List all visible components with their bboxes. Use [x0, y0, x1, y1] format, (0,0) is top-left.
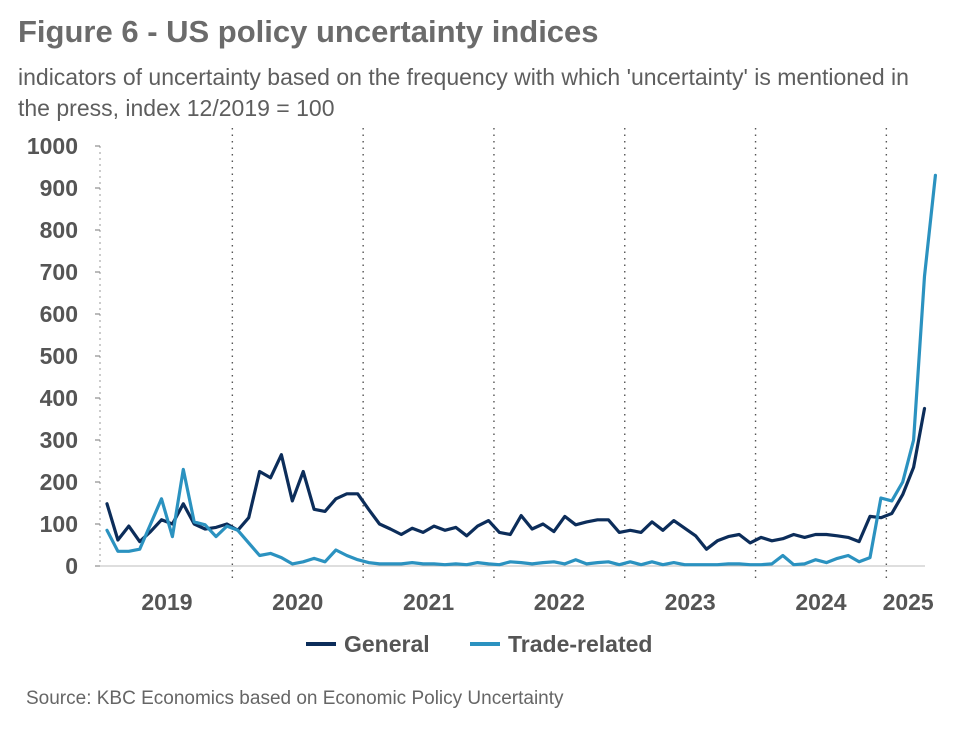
series-line-trade-related	[105, 173, 938, 567]
y-tick-label: 0	[65, 553, 78, 579]
y-tick-label: 700	[40, 259, 78, 285]
series-layer	[105, 173, 938, 567]
x-tick-label: 2021	[403, 589, 454, 615]
y-tick-label: 1000	[27, 133, 78, 159]
legend-general-label: General	[344, 631, 430, 657]
chart-subtitle: indicators of uncertainty based on the f…	[18, 64, 909, 121]
x-tick-label: 2020	[272, 589, 323, 615]
x-tick-label: 2019	[141, 589, 192, 615]
legend-trade-related-label: Trade-related	[508, 631, 652, 657]
legend: General Trade-related	[306, 631, 652, 657]
y-tick-label: 200	[40, 469, 78, 495]
y-tick-label: 900	[40, 175, 78, 201]
y-tick-label: 800	[40, 217, 78, 243]
y-tick-label: 600	[40, 301, 78, 327]
y-tick-label: 300	[40, 427, 78, 453]
x-tick-label: 2023	[665, 589, 716, 615]
x-tick-label: 2022	[534, 589, 585, 615]
grid-layer	[99, 128, 888, 578]
axis-layer: 0 100 200 300 400 500 600 700 800 900 1000 2019 2020…	[27, 133, 934, 615]
y-tick-label: 500	[40, 343, 78, 369]
y-tick-label: 400	[40, 385, 78, 411]
source-note: Source: KBC Economics based on Economic …	[26, 688, 564, 709]
x-tick-label: 2024	[795, 589, 846, 615]
chart-title: Figure 6 - US policy uncertainty indices	[18, 14, 599, 49]
y-tick-label: 100	[40, 511, 78, 537]
series-line-general	[105, 406, 927, 551]
x-tick-label: 2025	[883, 589, 934, 615]
